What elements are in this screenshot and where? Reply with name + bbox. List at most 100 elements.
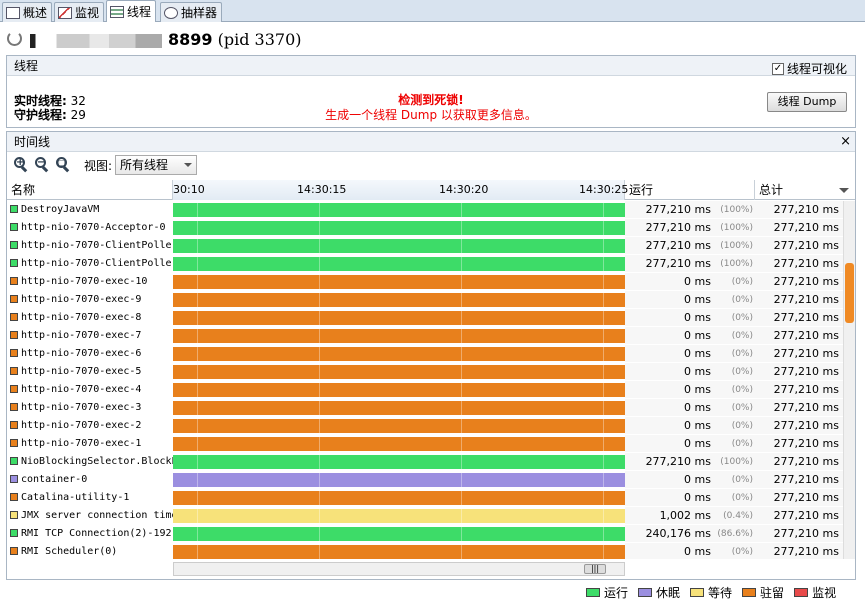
thread-name: http-nio-7070-exec-2	[10, 417, 173, 435]
live-threads-stat: 实时线程: 32	[14, 94, 86, 108]
thread-state-bar[interactable]	[173, 257, 625, 271]
table-row[interactable]: DestroyJavaVM 277,210 ms (100%) 277,210 ms	[7, 201, 843, 219]
total-time: 277,210 ms	[773, 311, 839, 324]
total-time: 277,210 ms	[773, 401, 839, 414]
thread-state-bar[interactable]	[173, 545, 625, 559]
thread-state-bar[interactable]	[173, 203, 625, 217]
legend-swatch	[794, 587, 809, 597]
table-row[interactable]: http-nio-7070-exec-4 0 ms (0%) 277,210 ms	[7, 381, 843, 399]
thread-state-bar[interactable]	[173, 437, 625, 451]
thread-state-bar[interactable]	[173, 419, 625, 433]
scrollbar-thumb[interactable]: |||	[584, 564, 606, 574]
visualize-threads-checkbox[interactable]: ✓ 线程可视化	[771, 62, 847, 76]
table-row[interactable]: http-nio-7070-ClientPoller-0 277,210 ms (1…	[7, 237, 843, 255]
timeline-axis[interactable]: 30:10 14:30:15 14:30:20 14:30:25	[173, 180, 628, 200]
thread-name: http-nio-7070-exec-5	[10, 363, 173, 381]
table-row[interactable]: RMI Scheduler(0) 0 ms (0%) 277,210 ms	[7, 543, 843, 559]
tab-label: 监视	[75, 6, 100, 20]
tab-threads[interactable]: 线程	[106, 0, 157, 22]
state-swatch	[10, 367, 18, 375]
vertical-scrollbar[interactable]	[843, 201, 855, 559]
running-time: 277,210 ms	[645, 221, 711, 234]
table-row[interactable]: http-nio-7070-exec-3 0 ms (0%) 277,210 ms	[7, 399, 843, 417]
table-row[interactable]: NioBlockingSelector.BlockPoller-1 277,210…	[7, 453, 843, 471]
horizontal-scrollbar[interactable]: |||	[173, 562, 625, 576]
thread-state-bar[interactable]	[173, 527, 625, 541]
table-row[interactable]: http-nio-7070-exec-6 0 ms (0%) 277,210 ms	[7, 345, 843, 363]
row-background	[625, 471, 843, 489]
table-row[interactable]: http-nio-7070-exec-1 0 ms (0%) 277,210 ms	[7, 435, 843, 453]
total-time: 277,210 ms	[773, 221, 839, 234]
thread-state-bar[interactable]	[173, 221, 625, 235]
total-time: 277,210 ms	[773, 419, 839, 432]
row-background	[625, 255, 843, 273]
tab-label: 线程	[127, 5, 152, 19]
thread-state-bar[interactable]	[173, 491, 625, 505]
thread-state-bar[interactable]	[173, 365, 625, 379]
total-time: 277,210 ms	[773, 329, 839, 342]
running-time: 277,210 ms	[645, 239, 711, 252]
table-row[interactable]: Catalina-utility-1 0 ms (0%) 277,210 ms	[7, 489, 843, 507]
running-time: 0 ms	[684, 347, 711, 360]
row-background	[625, 399, 843, 417]
thread-state-bar[interactable]	[173, 329, 625, 343]
thread-name-text: container-0	[21, 474, 88, 485]
running-percent: (0%)	[731, 403, 753, 413]
zoom-out-icon[interactable]: −	[34, 156, 50, 173]
thread-state-bar[interactable]	[173, 383, 625, 397]
thread-name-text: DestroyJavaVM	[21, 204, 100, 215]
table-row[interactable]: RMI TCP Connection(2)-192.168 240,176 ms (…	[7, 525, 843, 543]
thread-state-bar[interactable]	[173, 401, 625, 415]
tab-overview[interactable]: 概述	[2, 2, 53, 22]
row-background	[625, 489, 843, 507]
table-row[interactable]: JMX server connection timeout 1,002 ms (0.…	[7, 507, 843, 525]
zoom-fit-icon[interactable]: □	[55, 156, 71, 173]
table-row[interactable]: http-nio-7070-exec-8 0 ms (0%) 277,210 ms	[7, 309, 843, 327]
running-time: 0 ms	[684, 491, 711, 504]
thread-state-bar[interactable]	[173, 347, 625, 361]
thread-state-bar[interactable]	[173, 509, 625, 523]
table-row[interactable]: http-nio-7070-Acceptor-0 277,210 ms (100%)…	[7, 219, 843, 237]
table-row[interactable]: http-nio-7070-exec-2 0 ms (0%) 277,210 ms	[7, 417, 843, 435]
running-time: 0 ms	[684, 545, 711, 558]
thread-name: http-nio-7070-exec-9	[10, 291, 173, 309]
thread-name: http-nio-7070-Acceptor-0	[10, 219, 173, 237]
state-swatch	[10, 511, 18, 519]
total-time: 277,210 ms	[773, 347, 839, 360]
row-background	[625, 201, 843, 219]
thread-state-bar[interactable]	[173, 311, 625, 325]
thread-state-bar[interactable]	[173, 293, 625, 307]
running-time: 0 ms	[684, 311, 711, 324]
thread-state-bar[interactable]	[173, 239, 625, 253]
thread-state-bar[interactable]	[173, 275, 625, 289]
table-row[interactable]: http-nio-7070-exec-5 0 ms (0%) 277,210 ms	[7, 363, 843, 381]
thread-name-text: http-nio-7070-exec-10	[21, 276, 148, 287]
table-row[interactable]: container-0 0 ms (0%) 277,210 ms	[7, 471, 843, 489]
close-icon[interactable]: ×	[840, 134, 851, 149]
scrollbar-thumb[interactable]	[845, 263, 854, 323]
legend-item-sleeping: 休眠	[638, 584, 680, 601]
thread-state-bar[interactable]	[173, 473, 625, 487]
state-swatch	[10, 241, 18, 249]
zoom-in-icon[interactable]: +	[13, 156, 29, 173]
thread-dump-button[interactable]: 线程 Dump	[767, 92, 847, 112]
column-header-name[interactable]: 名称	[7, 180, 173, 200]
tab-monitor[interactable]: 监视	[54, 2, 105, 22]
sort-desc-icon	[839, 188, 849, 198]
table-row[interactable]: http-nio-7070-exec-9 0 ms (0%) 277,210 ms	[7, 291, 843, 309]
column-header-total[interactable]: 总计	[755, 180, 855, 200]
deadlock-warning: 检测到死锁!	[398, 93, 464, 107]
tab-sampler[interactable]: 抽样器	[160, 2, 223, 22]
thread-state-bar[interactable]	[173, 455, 625, 469]
table-row[interactable]: http-nio-7070-exec-7 0 ms (0%) 277,210 ms	[7, 327, 843, 345]
running-time: 0 ms	[684, 419, 711, 432]
view-select[interactable]: 所有线程	[115, 155, 197, 175]
tick-label: 14:30:20	[439, 183, 489, 196]
column-header-running[interactable]: 运行	[625, 180, 755, 200]
threads-summary-panel: 线程 ✓ 线程可视化 实时线程: 32 守护线程: 29 检测到死锁! 生成一个线…	[6, 55, 856, 128]
tick-label: 30:10	[173, 183, 205, 196]
legend-label: 休眠	[656, 585, 681, 600]
table-row[interactable]: http-nio-7070-exec-10 0 ms (0%) 277,210 ms	[7, 273, 843, 291]
total-time: 277,210 ms	[773, 509, 839, 522]
table-row[interactable]: http-nio-7070-ClientPoller-1 277,210 ms (1…	[7, 255, 843, 273]
